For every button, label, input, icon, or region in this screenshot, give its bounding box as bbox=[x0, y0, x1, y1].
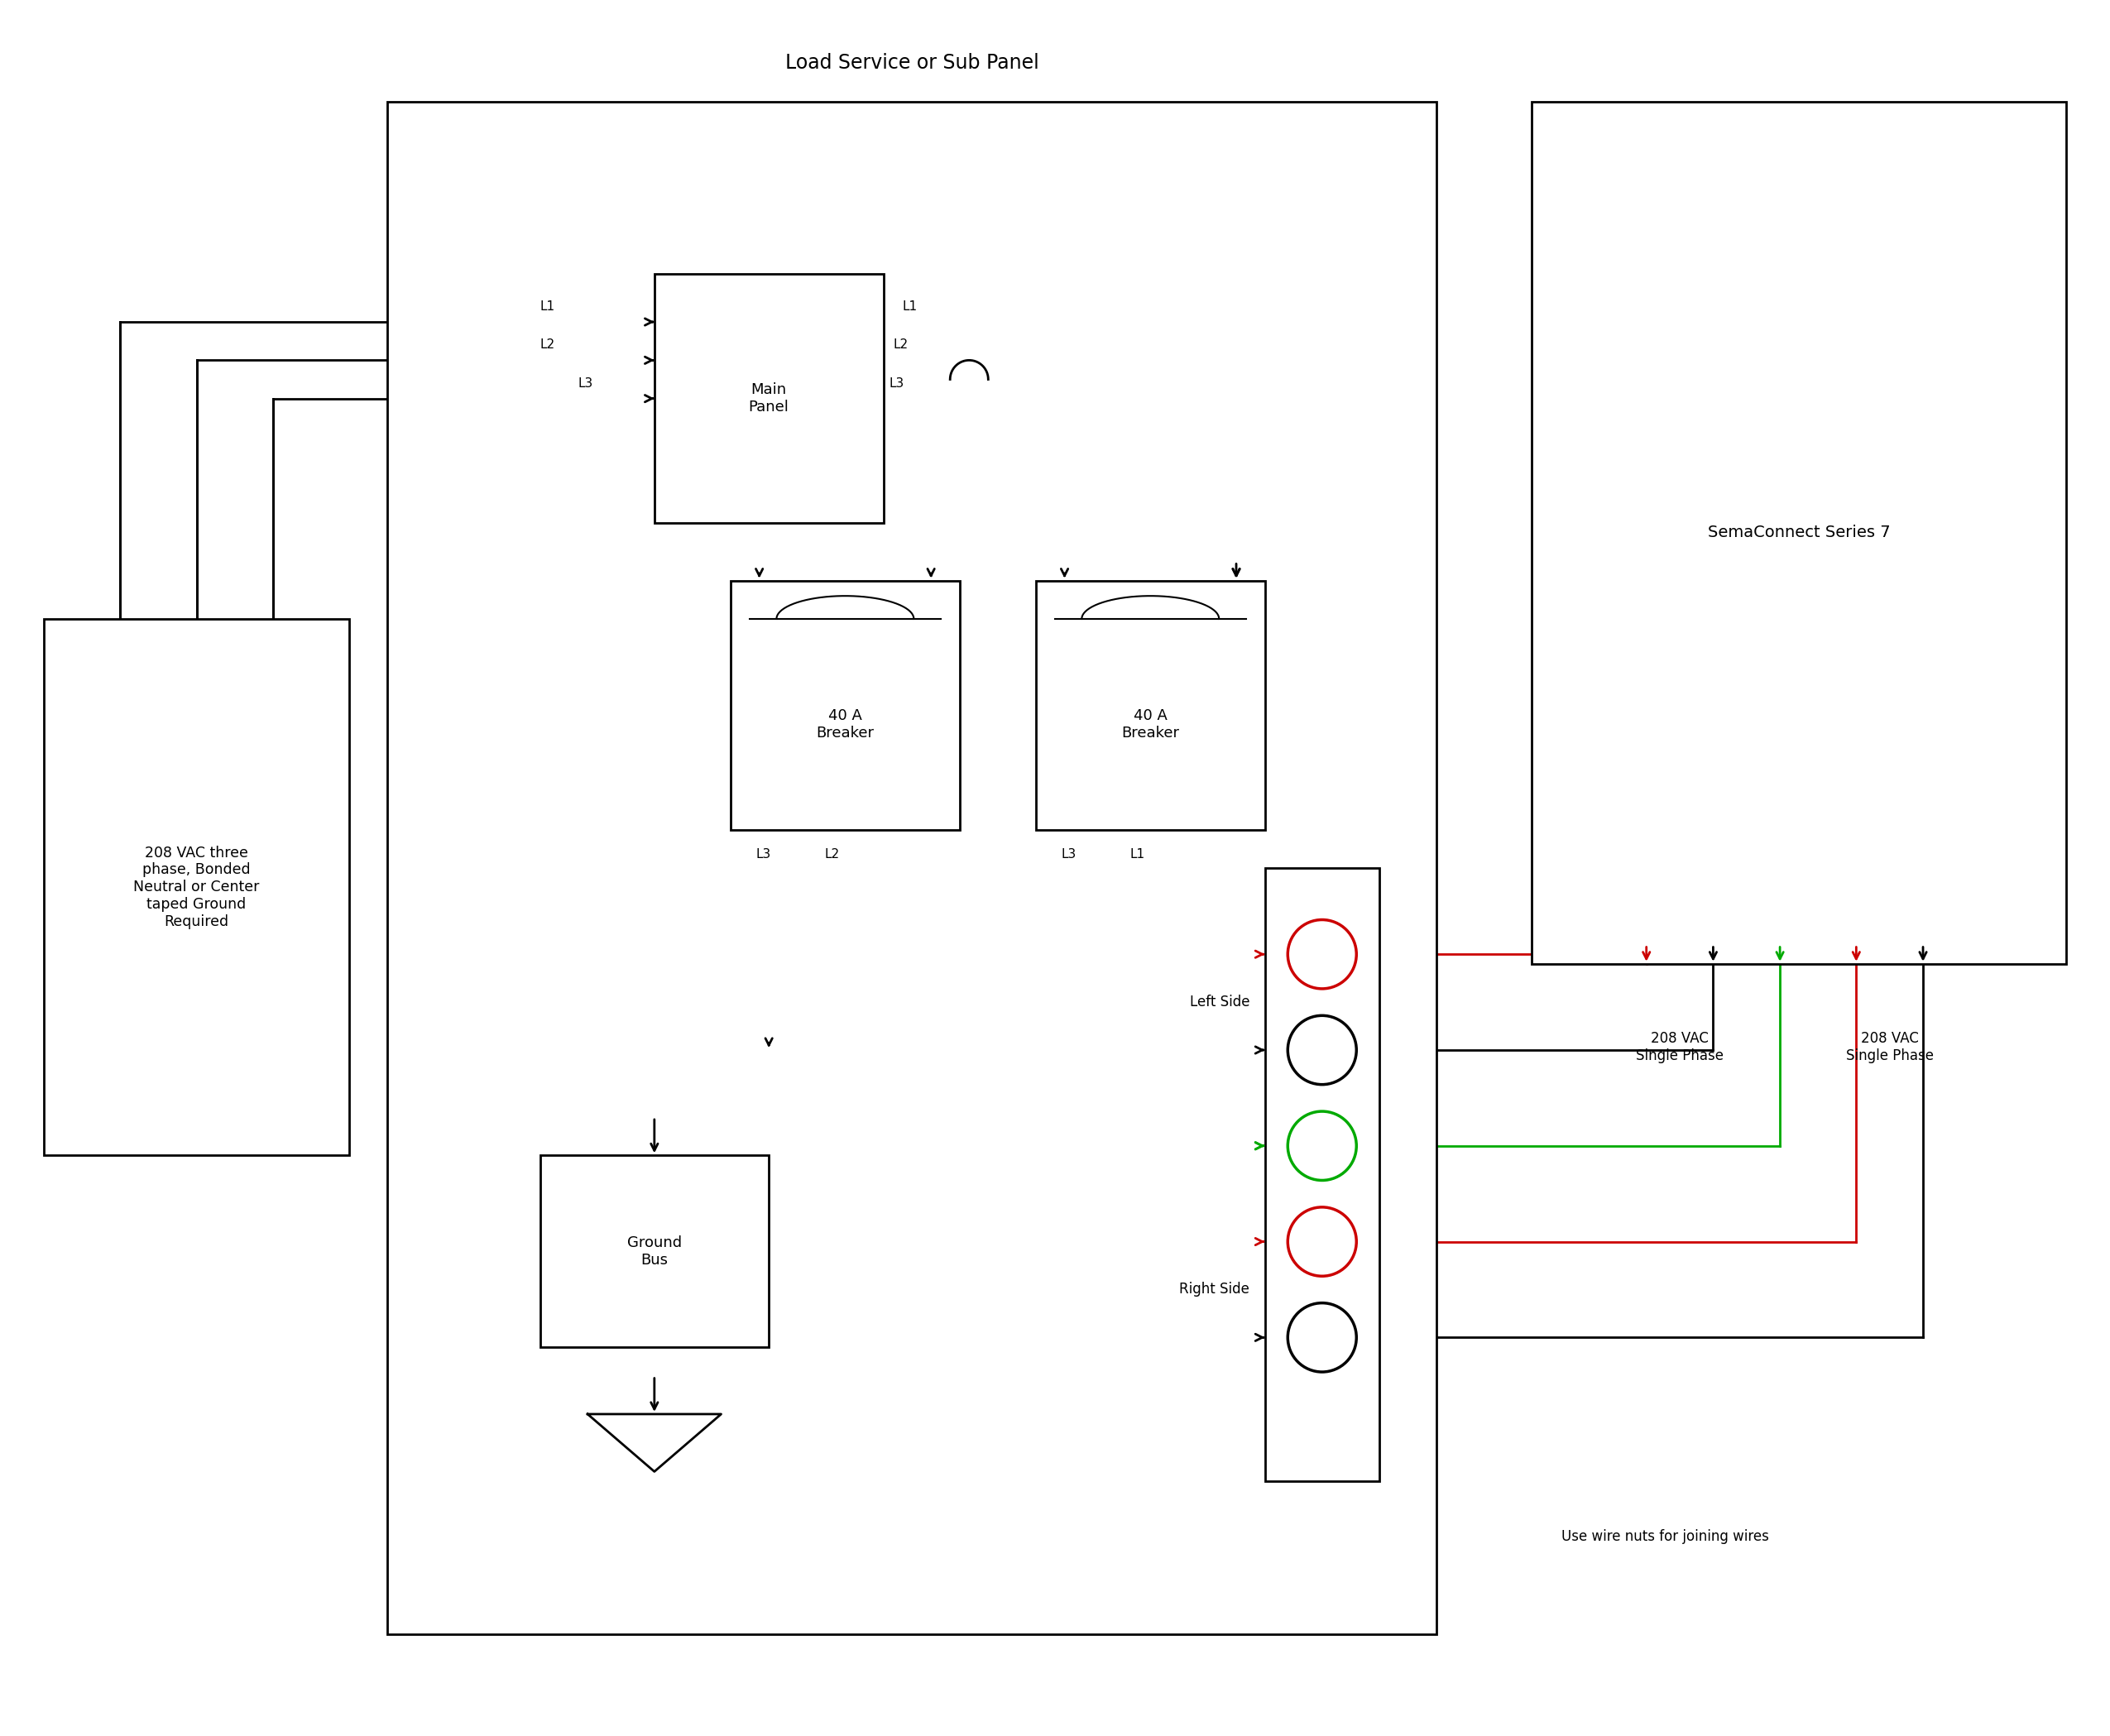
Text: Load Service or Sub Panel: Load Service or Sub Panel bbox=[785, 54, 1038, 73]
Bar bbox=[1036, 580, 1264, 830]
Text: L3: L3 bbox=[1061, 849, 1076, 861]
Text: L1: L1 bbox=[1129, 849, 1144, 861]
Text: SemaConnect Series 7: SemaConnect Series 7 bbox=[1707, 524, 1891, 540]
Text: Main
Panel: Main Panel bbox=[749, 382, 789, 415]
Text: Use wire nuts for joining wires: Use wire nuts for joining wires bbox=[1561, 1529, 1770, 1543]
Text: L1: L1 bbox=[903, 300, 918, 312]
Text: Ground
Bus: Ground Bus bbox=[627, 1236, 682, 1267]
Text: L3: L3 bbox=[888, 377, 903, 389]
Text: 40 A
Breaker: 40 A Breaker bbox=[1120, 708, 1179, 740]
Text: 40 A
Breaker: 40 A Breaker bbox=[817, 708, 874, 740]
Text: L2: L2 bbox=[540, 339, 555, 351]
Text: L2: L2 bbox=[825, 849, 840, 861]
Text: 208 VAC
Single Phase: 208 VAC Single Phase bbox=[1846, 1031, 1933, 1062]
Text: Right Side: Right Side bbox=[1179, 1283, 1249, 1297]
Text: 208 VAC
Single Phase: 208 VAC Single Phase bbox=[1635, 1031, 1724, 1062]
Text: L3: L3 bbox=[755, 849, 770, 861]
Text: L2: L2 bbox=[893, 339, 907, 351]
Text: L3: L3 bbox=[578, 377, 593, 389]
Bar bbox=[1532, 101, 2066, 963]
Text: L1: L1 bbox=[540, 300, 555, 312]
Bar bbox=[388, 101, 1437, 1635]
Bar bbox=[44, 620, 348, 1156]
Bar bbox=[730, 580, 960, 830]
Text: 208 VAC three
phase, Bonded
Neutral or Center
taped Ground
Required: 208 VAC three phase, Bonded Neutral or C… bbox=[133, 845, 260, 929]
Bar bbox=[1264, 868, 1380, 1481]
Bar bbox=[654, 274, 884, 523]
Text: Left Side: Left Side bbox=[1190, 995, 1249, 1010]
Bar bbox=[540, 1156, 768, 1347]
